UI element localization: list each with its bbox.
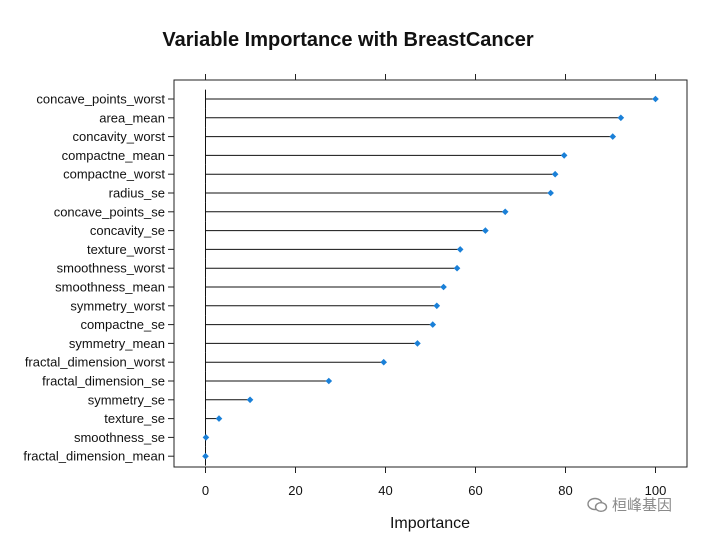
- wechat-icon: [587, 497, 608, 512]
- plot-frame: [173, 79, 688, 468]
- y-label-12: compactne_se: [80, 317, 165, 332]
- point-9: [453, 264, 461, 272]
- chart-title: Variable Importance with BreastCancer: [162, 29, 533, 51]
- y-label-4: compactne_worst: [63, 167, 165, 182]
- point-7: [482, 227, 489, 234]
- x-tick-labels: 0 20 40 60 80 100: [202, 483, 666, 498]
- y-label-0: concave_points_worst: [36, 92, 165, 107]
- y-label-2: concavity_worst: [73, 129, 166, 144]
- watermark: 桓峰基因: [586, 494, 672, 515]
- y-label-14: fractal_dimension_worst: [25, 355, 166, 370]
- y-label-18: smoothness_se: [74, 430, 165, 445]
- y-label-11: symmetry_worst: [70, 298, 165, 313]
- point-16: [246, 396, 254, 404]
- point-12: [429, 321, 437, 328]
- x-tick-label-0: 0: [202, 483, 209, 498]
- point-18: [202, 434, 210, 441]
- y-label-6: concave_points_se: [54, 204, 165, 219]
- y-label-15: fractal_dimension_se: [42, 374, 165, 389]
- point-17: [215, 415, 223, 422]
- point-1: [617, 114, 625, 122]
- point-6: [501, 208, 509, 216]
- y-label-9: smoothness_worst: [57, 261, 166, 276]
- y-label-1: area_mean: [99, 110, 165, 125]
- point-2: [609, 133, 617, 140]
- watermark-text: 桓峰基因: [612, 496, 673, 514]
- x-tick-label-5: 100: [645, 483, 667, 498]
- lollipop-stems: [205, 89, 656, 466]
- point-13: [414, 340, 421, 347]
- point-10: [440, 283, 447, 291]
- point-5: [547, 189, 554, 197]
- y-label-7: concavity_se: [90, 223, 165, 238]
- point-3: [560, 152, 568, 159]
- x-tick-label-2: 40: [378, 483, 392, 498]
- point-14: [380, 358, 387, 366]
- x-axis-label: Importance: [390, 515, 470, 532]
- y-label-5: radius_se: [109, 186, 165, 201]
- y-label-19: fractal_dimension_mean: [23, 449, 165, 464]
- x-tick-label-3: 60: [468, 483, 482, 498]
- y-label-16: symmetry_se: [88, 392, 165, 407]
- y-label-3: compactne_mean: [62, 148, 165, 163]
- axis-ticks: [168, 74, 656, 473]
- data-points: [202, 95, 659, 460]
- point-0: [652, 95, 659, 103]
- y-label-17: texture_se: [104, 411, 165, 426]
- point-4: [551, 170, 559, 178]
- y-axis-labels: concave_points_worst area_mean concavity_w…: [23, 92, 165, 464]
- point-15: [325, 377, 333, 385]
- point-8: [456, 246, 464, 253]
- y-label-8: texture_worst: [87, 242, 165, 257]
- x-tick-label-1: 20: [288, 483, 302, 498]
- x-tick-label-4: 80: [558, 483, 572, 498]
- y-label-13: symmetry_mean: [69, 336, 165, 351]
- point-19: [202, 452, 209, 460]
- y-label-10: smoothness_mean: [55, 280, 165, 295]
- point-11: [433, 302, 441, 310]
